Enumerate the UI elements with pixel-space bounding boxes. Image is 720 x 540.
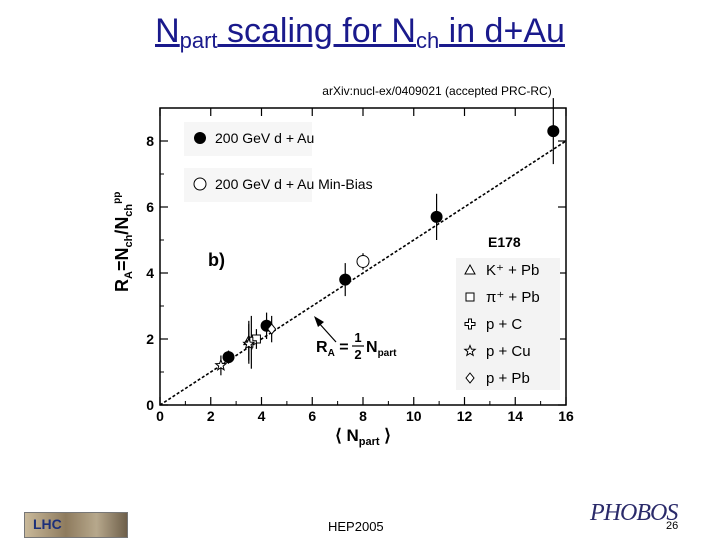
legend-marker-cross (464, 318, 476, 330)
lhc-logo: LHC (24, 512, 128, 538)
legend-label: p + Pb (486, 370, 530, 387)
data-point-filled-circle (547, 125, 560, 138)
x-tick-label: 2 (207, 408, 215, 424)
legend-label: p + C (486, 316, 522, 333)
legend-label: p + Cu (486, 343, 531, 360)
annotation-arrow (317, 321, 337, 343)
legend-label: 200 GeV d + Au (215, 130, 314, 146)
page-number: 26 (666, 520, 679, 532)
annotation-formula: RA = (316, 339, 349, 359)
data-point-star (242, 336, 256, 350)
phobos-logo: PHOBOS (590, 500, 678, 526)
x-axis-label: ⟨ Npart ⟩ (335, 426, 391, 448)
x-tick-label: 4 (258, 408, 266, 424)
data-point-diamond (267, 323, 277, 335)
legend-marker-diamond (465, 372, 475, 384)
legend-label: 200 GeV d + Au Min-Bias (215, 176, 373, 192)
footer-label: HEP2005 (328, 519, 384, 534)
x-tick-label: 6 (308, 408, 316, 424)
x-tick-label: 12 (457, 408, 473, 424)
legend-label: π⁺ + Pb (486, 289, 540, 306)
data-point-star (214, 358, 228, 371)
annotation-npart: Npart (366, 339, 397, 359)
x-tick-label: 14 (507, 408, 523, 424)
y-axis-label: RA=Nch/Nchpp (112, 192, 135, 292)
y-tick-label: 0 (146, 397, 154, 413)
data-point-filled-circle (222, 351, 235, 364)
legend-marker-filled-circle (194, 132, 206, 144)
x-tick-label: 10 (406, 408, 422, 424)
legend-marker-square (465, 292, 475, 302)
y-tick-label: 8 (146, 133, 154, 149)
data-point-open-circle (356, 254, 370, 268)
legend-label: K⁺ + Pb (486, 262, 539, 279)
x-tick-label: 16 (558, 408, 574, 424)
y-tick-label: 6 (146, 199, 154, 215)
x-tick-label: 8 (359, 408, 367, 424)
data-point-filled-circle (339, 273, 352, 286)
annotation-arrowhead (314, 316, 324, 327)
legend-marker-star (463, 344, 477, 357)
legend-marker-open-circle (193, 177, 207, 191)
panel-label: b) (208, 250, 225, 270)
annotation-numerator: 1 (354, 330, 361, 345)
citation: arXiv:nucl-ex/0409021 (accepted PRC-RC) (322, 84, 552, 98)
legend-marker-triangle (464, 263, 476, 275)
data-point-filled-circle (430, 210, 443, 223)
y-tick-label: 2 (146, 331, 154, 347)
y-tick-label: 4 (146, 265, 154, 281)
legend-e178-title: E178 (488, 234, 521, 250)
slide-title: Npart scaling for Nch in d+Au (155, 12, 565, 53)
x-tick-label: 0 (156, 408, 164, 424)
annotation-denominator: 2 (354, 347, 361, 362)
